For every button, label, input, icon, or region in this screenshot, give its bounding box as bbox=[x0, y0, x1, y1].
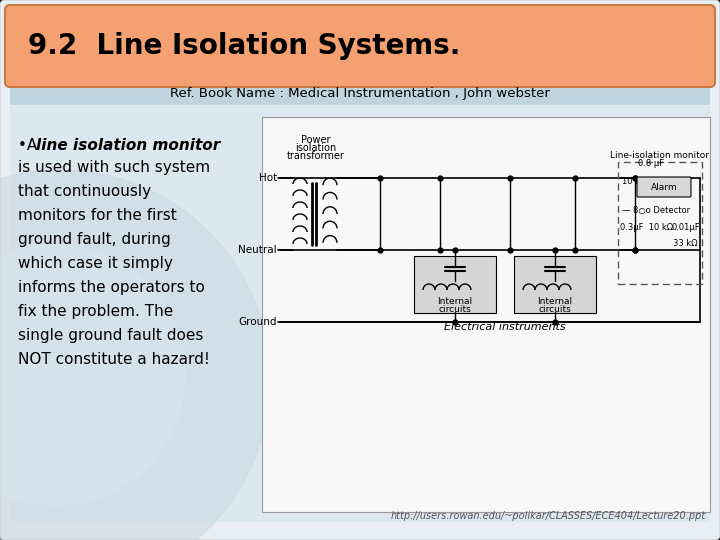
Text: Internal: Internal bbox=[537, 298, 572, 307]
Text: Internal: Internal bbox=[438, 298, 472, 307]
Text: Ref. Book Name : Medical Instrumentation , John webster: Ref. Book Name : Medical Instrumentation… bbox=[170, 87, 550, 100]
Text: informs the operators to: informs the operators to bbox=[18, 280, 205, 295]
Text: Line-isolation monitor: Line-isolation monitor bbox=[611, 151, 709, 160]
FancyBboxPatch shape bbox=[637, 177, 691, 197]
FancyBboxPatch shape bbox=[514, 256, 596, 313]
Text: circuits: circuits bbox=[438, 306, 472, 314]
Bar bbox=[10, 106, 710, 522]
Circle shape bbox=[0, 170, 270, 540]
Text: — 8○o Detector: — 8○o Detector bbox=[622, 206, 690, 214]
FancyBboxPatch shape bbox=[414, 256, 496, 313]
Bar bbox=[10, 83, 710, 105]
Text: monitors for the first: monitors for the first bbox=[18, 208, 176, 223]
Text: Power: Power bbox=[301, 135, 330, 145]
Text: 0.3μF  10 kΩ: 0.3μF 10 kΩ bbox=[620, 222, 673, 232]
Text: is used with such system: is used with such system bbox=[18, 160, 210, 175]
Text: Hot: Hot bbox=[258, 173, 277, 183]
Text: 10 kΩ: 10 kΩ bbox=[622, 178, 647, 186]
Text: Neutral: Neutral bbox=[238, 245, 277, 255]
Text: 0.8 μF: 0.8 μF bbox=[638, 159, 664, 167]
Text: that continuously: that continuously bbox=[18, 184, 151, 199]
Text: which case it simply: which case it simply bbox=[18, 256, 173, 271]
Text: 0.01μF: 0.01μF bbox=[671, 222, 700, 232]
Text: line isolation monitor: line isolation monitor bbox=[36, 138, 220, 153]
Circle shape bbox=[0, 245, 185, 505]
Text: NOT constitute a hazard!: NOT constitute a hazard! bbox=[18, 352, 210, 367]
Text: ground fault, during: ground fault, during bbox=[18, 232, 171, 247]
Bar bbox=[262, 117, 710, 512]
Text: fix the problem. The: fix the problem. The bbox=[18, 304, 174, 319]
Text: Alarm: Alarm bbox=[651, 183, 678, 192]
Text: isolation: isolation bbox=[295, 143, 337, 153]
Text: Electrical instruments: Electrical instruments bbox=[444, 322, 566, 332]
FancyBboxPatch shape bbox=[5, 5, 715, 87]
Text: Ground: Ground bbox=[238, 317, 277, 327]
Text: 9.2  Line Isolation Systems.: 9.2 Line Isolation Systems. bbox=[28, 32, 460, 60]
Text: circuits: circuits bbox=[539, 306, 572, 314]
Text: transformer: transformer bbox=[287, 151, 345, 161]
Text: •A: •A bbox=[18, 138, 42, 153]
Text: single ground fault does: single ground fault does bbox=[18, 328, 203, 343]
Text: http://users.rowan.edu/~polikar/CLASSES/ECE404/Lecture20.ppt: http://users.rowan.edu/~polikar/CLASSES/… bbox=[391, 511, 706, 521]
Text: 33 kΩ: 33 kΩ bbox=[673, 240, 698, 248]
